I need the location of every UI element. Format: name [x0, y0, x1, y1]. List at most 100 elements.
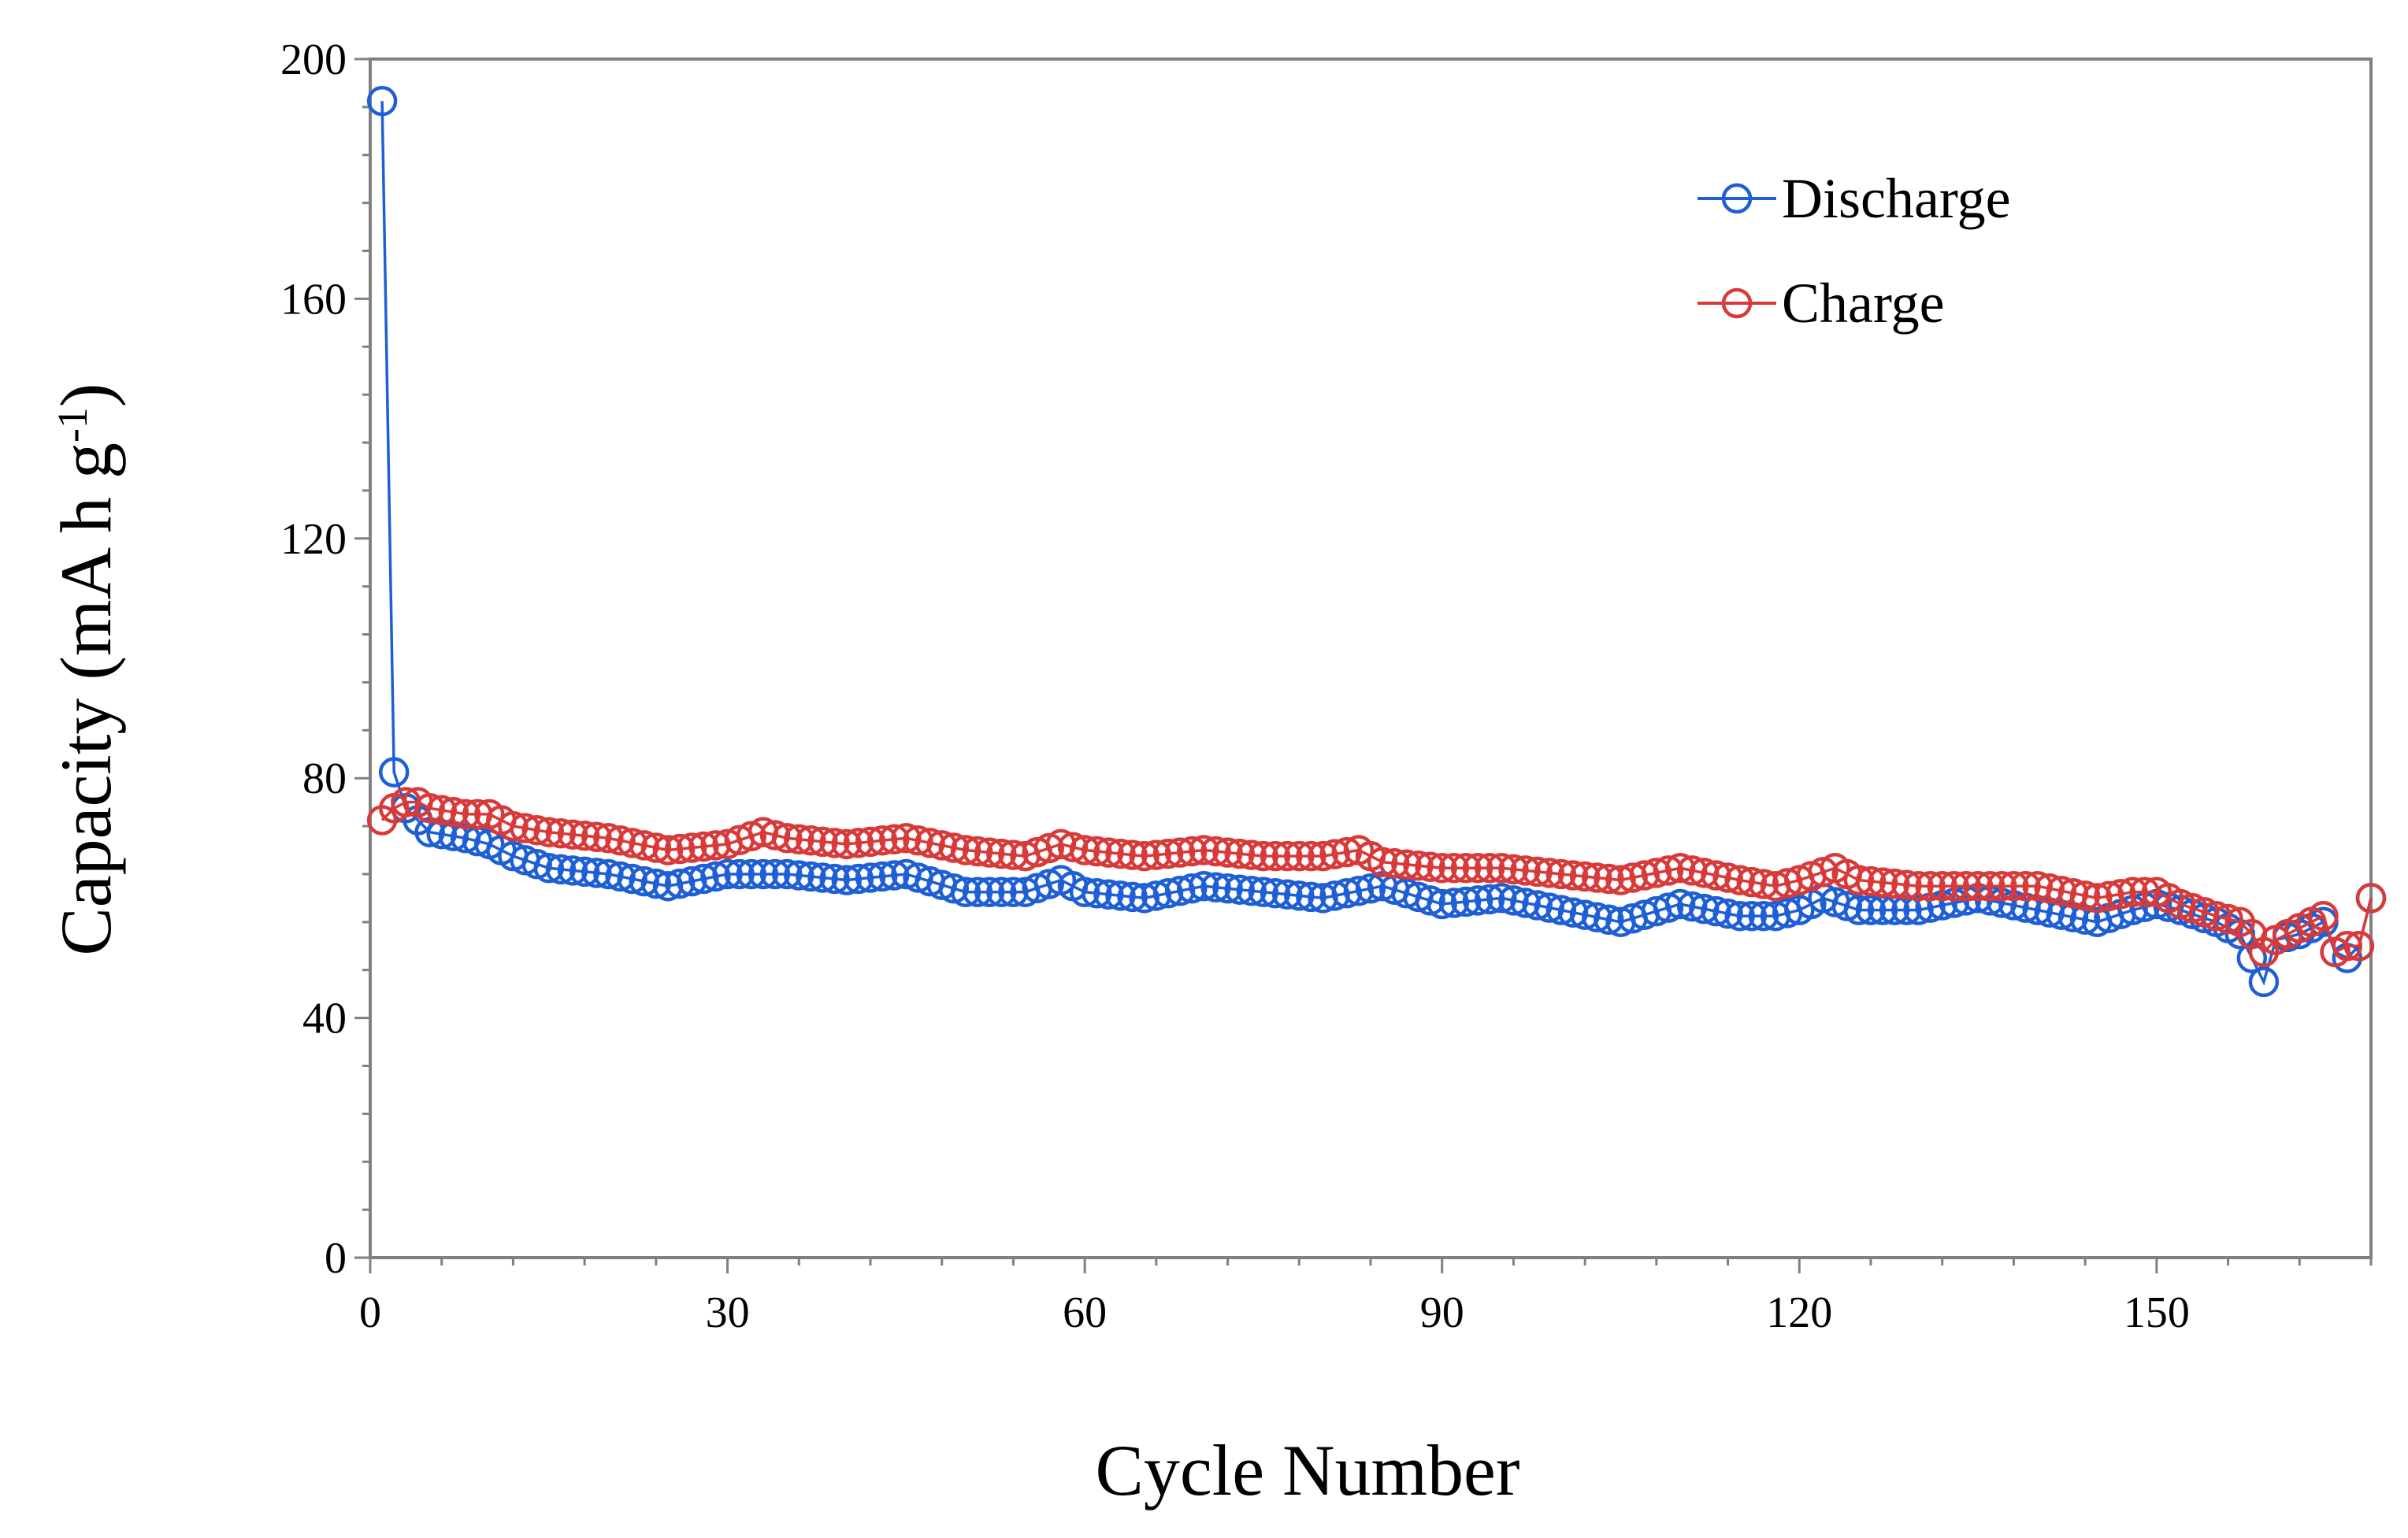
data-point-discharge	[831, 865, 863, 895]
x-tick-label: 60	[1063, 1288, 1107, 1337]
data-point-discharge	[1093, 879, 1124, 910]
series-charge	[366, 787, 2387, 968]
axes: 0 40 80 120 160 200 0 30 60 90 120 150	[280, 35, 2373, 1337]
data-point-discharge	[1510, 888, 1541, 918]
data-point-charge	[2332, 931, 2363, 962]
data-point-charge	[903, 825, 933, 856]
data-point-charge	[510, 813, 540, 843]
data-point-discharge	[796, 861, 826, 892]
data-point-charge	[1284, 840, 1315, 872]
data-point-charge	[1582, 862, 1612, 893]
data-point-discharge	[1129, 883, 1159, 914]
data-point-charge	[962, 836, 993, 867]
data-point-discharge	[1331, 878, 1363, 909]
data-point-discharge	[1855, 895, 1887, 925]
legend: Discharge Charge	[1697, 167, 2011, 335]
data-point-discharge	[724, 858, 755, 890]
data-point-charge	[688, 831, 719, 862]
data-point-charge	[1486, 853, 1517, 884]
data-point-charge	[1736, 866, 1768, 898]
data-point-charge	[1367, 847, 1398, 877]
data-point-charge	[533, 817, 565, 847]
data-point-charge	[1962, 870, 1994, 902]
data-point-discharge	[1343, 876, 1375, 906]
data-point-charge	[545, 817, 577, 849]
data-point-charge	[569, 821, 600, 851]
data-point-charge	[640, 832, 672, 863]
data-point-charge	[605, 825, 636, 856]
data-point-discharge	[1748, 900, 1779, 932]
data-point-discharge	[819, 863, 850, 895]
data-point-discharge	[557, 855, 588, 886]
data-point-charge	[1319, 839, 1350, 869]
data-point-discharge	[1069, 876, 1100, 908]
data-point-discharge	[1689, 893, 1720, 925]
y-tick-label: 80	[302, 754, 347, 803]
data-point-discharge	[581, 858, 612, 888]
data-point-charge	[1403, 851, 1434, 881]
y-axis-title-main: Capacity (mA h g	[46, 443, 126, 956]
data-point-discharge	[1450, 886, 1482, 917]
data-point-charge	[938, 832, 970, 863]
data-point-discharge	[1284, 880, 1315, 911]
legend-label-charge: Charge	[1782, 272, 1945, 335]
data-point-charge	[1141, 839, 1172, 870]
data-point-charge	[1057, 832, 1089, 862]
data-point-discharge	[1724, 900, 1755, 932]
data-point-charge	[1569, 861, 1601, 892]
data-point-charge	[1082, 836, 1112, 867]
data-point-charge	[557, 819, 588, 850]
data-point-discharge	[1903, 895, 1934, 925]
data-point-discharge	[652, 870, 684, 902]
data-point-charge	[807, 826, 838, 858]
data-point-discharge	[1117, 881, 1148, 913]
data-point-charge	[617, 828, 647, 858]
data-point-discharge	[366, 86, 398, 117]
data-point-discharge	[736, 858, 767, 890]
data-point-charge	[414, 793, 445, 824]
data-point-charge	[1260, 840, 1291, 872]
data-point-discharge	[1545, 895, 1577, 925]
data-point-charge	[819, 828, 850, 858]
data-point-discharge	[1474, 884, 1505, 915]
data-point-charge	[1987, 870, 2017, 902]
data-point-charge	[1617, 862, 1648, 893]
data-point-charge	[1676, 855, 1708, 886]
data-point-discharge	[1319, 880, 1350, 911]
data-point-charge	[926, 830, 957, 861]
data-point-charge	[974, 837, 1005, 868]
data-point-discharge	[605, 861, 636, 892]
data-point-discharge	[593, 858, 624, 890]
y-axis-title-superscript: -1	[49, 407, 96, 443]
y-tick-label: 0	[325, 1234, 347, 1283]
data-point-discharge	[1164, 876, 1196, 906]
data-point-discharge	[688, 863, 719, 895]
data-point-discharge	[569, 856, 600, 888]
data-point-discharge	[962, 876, 993, 908]
data-point-charge	[1391, 849, 1422, 880]
data-point-charge	[2355, 883, 2387, 914]
data-point-charge	[831, 828, 863, 860]
data-point-charge	[593, 823, 624, 854]
data-point-charge	[1748, 869, 1779, 899]
data-point-charge	[1331, 836, 1363, 868]
data-point-discharge	[1308, 883, 1338, 914]
data-point-charge	[438, 797, 469, 828]
data-point-charge	[1927, 870, 1957, 902]
data-point-charge	[1629, 860, 1660, 891]
data-point-discharge	[1224, 874, 1255, 905]
data-point-charge	[1712, 862, 1743, 893]
data-point-charge	[450, 799, 481, 830]
data-point-discharge	[1664, 888, 1696, 920]
data-point-charge	[1093, 837, 1124, 868]
y-axis-title: Capacity (mA h g-1)	[46, 383, 126, 955]
x-tick-label: 90	[1420, 1288, 1464, 1337]
data-point-charge	[1510, 855, 1541, 886]
data-point-charge	[498, 810, 529, 842]
data-point-discharge	[2248, 966, 2280, 998]
data-point-discharge	[1141, 880, 1172, 911]
data-point-charge	[1724, 865, 1755, 895]
data-point-discharge	[617, 863, 647, 895]
data-point-charge	[1974, 870, 2005, 902]
